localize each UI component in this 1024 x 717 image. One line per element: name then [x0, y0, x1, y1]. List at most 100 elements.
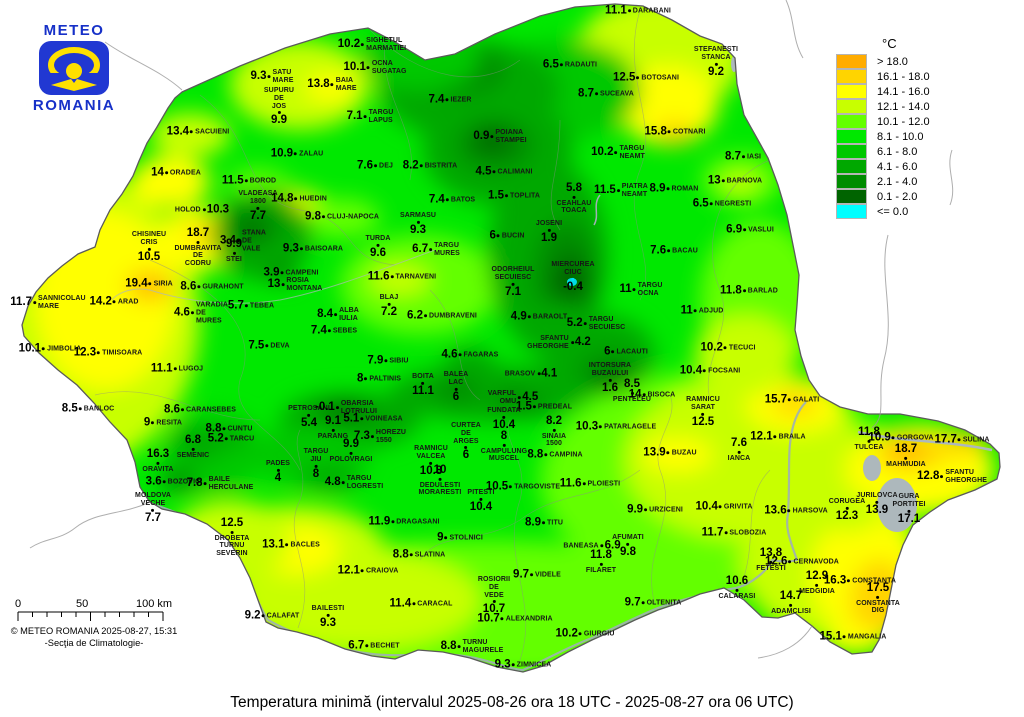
station-name: TARGU LAPUS — [368, 109, 394, 124]
station-value: 5.8 — [565, 181, 582, 194]
station-name: BANLOC — [83, 405, 115, 413]
station-name: SUCEAVA — [600, 90, 634, 98]
station-cluj-napoca: 9.8 CLUJ-NAPOCA — [305, 211, 379, 223]
station-name: SIBIU — [389, 357, 409, 365]
station-value: 12.5 — [220, 517, 244, 530]
station-semenic: 6.8 SEMENIC — [177, 434, 210, 459]
legend-label: 6.1 - 8.0 — [877, 145, 918, 158]
station-pitesti: PITESTI 10.4 — [467, 489, 494, 513]
station-name: TARCU — [229, 435, 255, 443]
station-name: BAISOARA — [304, 245, 344, 253]
station-name: VIDELE — [535, 571, 561, 579]
station-name: POIANA STAMPEI — [495, 129, 527, 144]
station-value: 11 — [619, 283, 632, 296]
station-value: 3.4 — [219, 234, 236, 247]
station-name: TARGU NEAMT — [619, 145, 645, 160]
station-value: 9.9 — [343, 437, 359, 450]
station-name: OBARSIA LOTRULUI — [340, 400, 378, 415]
station-dot — [366, 66, 370, 70]
station-value: 9.7 — [624, 596, 641, 609]
station-dot — [891, 436, 895, 440]
station-dot — [875, 500, 879, 504]
station-name: TARNAVENI — [395, 273, 437, 281]
station-huedin: 14.8 HUEDIN — [271, 193, 327, 205]
station-tarnaveni: 11.6 TARNAVENI — [368, 271, 436, 283]
station-name: ROMAN — [671, 185, 699, 193]
station-cuntu: 8.8 CUNTU — [206, 423, 253, 435]
station-dot — [743, 228, 747, 232]
station-penteleu: 8.5 PENTELEU — [613, 378, 651, 403]
water-features — [111, 56, 993, 672]
logo-text-meteo: METEO — [43, 22, 105, 39]
station-dot — [321, 215, 325, 219]
station-value: 9.8 — [620, 545, 636, 558]
station-banloc: 8.5 BANLOC — [62, 403, 115, 415]
station-voineasa: 5.1 VOINEASA — [343, 413, 402, 425]
station-value: 9.1 — [324, 414, 341, 427]
station-dot — [349, 451, 353, 455]
station-dot — [363, 115, 367, 119]
station-value: 8.6 — [163, 403, 180, 416]
station-value: 7.4 — [310, 324, 327, 337]
station-name: GIURGIU — [583, 630, 615, 638]
station-name: GRIVITA — [723, 503, 753, 511]
station-targu-neamt: 10.2 TARGU NEAMT — [591, 145, 645, 161]
station-name: MANGALIA — [847, 633, 887, 641]
station-name: SANNICOLAU MARE — [38, 295, 86, 310]
station-mangalia: 15.1 MANGALIA — [820, 631, 887, 643]
station-patarlagele: 10.3 PATARLAGELE — [576, 421, 656, 433]
station-dot — [559, 63, 563, 67]
station-name: SFANTU GHEORGHE — [527, 335, 569, 350]
station-value: 14 — [151, 166, 164, 179]
station-dot — [627, 9, 631, 13]
station-alba-iulia: 8.4 ALBA IULIA — [317, 307, 359, 323]
station-giurgiu: 10.2 GIURGIU — [555, 628, 614, 640]
station-name: CUNTU — [227, 425, 253, 433]
station-value: -0.4 — [563, 280, 583, 293]
station-name: DUMBRAVENI — [429, 312, 477, 320]
legend-entry: 2.1 - 4.0 — [836, 174, 930, 189]
station-value: 10.5 — [485, 480, 509, 493]
station-value: 7.6 — [730, 436, 747, 449]
legend-entry: <= 0.0 — [836, 204, 930, 219]
station-value: 10.9 — [868, 431, 891, 444]
subzero-spot — [567, 278, 577, 286]
station-name: SLATINA — [414, 551, 446, 559]
legend-swatch — [836, 204, 867, 219]
station-dot — [789, 603, 793, 607]
station-iasi: 8.7 IASI — [725, 151, 761, 163]
station-name: PATARLAGELE — [604, 423, 657, 431]
station-name: SIRIA — [153, 280, 173, 288]
station-value: 19.4 — [125, 277, 148, 290]
station-value: 8.7 — [578, 87, 595, 100]
legend-label: 16.1 - 18.0 — [877, 70, 930, 83]
legend-rows: > 18.0 16.1 - 18.0 14.1 - 16.0 12.1 - 14.0 1… — [836, 54, 930, 219]
station-miercurea-ciuc: MIERCUREA CIUC -0.4 — [551, 261, 594, 293]
station-value: 9.8 — [304, 210, 321, 223]
station-name: LACAUTI — [616, 348, 648, 356]
station-name: ROSIA MONTANA — [286, 277, 323, 292]
station-curtea-de-arges: CURTEA DE ARGES 6 — [451, 422, 481, 462]
station-value: 10.1 — [18, 342, 42, 355]
station-value: 10.2 — [591, 146, 614, 159]
station-dot — [374, 164, 378, 168]
station-dot — [582, 482, 586, 486]
station-value: 9 — [437, 531, 444, 544]
station-dot — [148, 282, 152, 286]
station-balea-lac: BALEA LAC 6 — [444, 371, 469, 403]
station-dej: 7.6 DEJ — [357, 160, 393, 172]
station-name: AFUMATI — [612, 533, 644, 541]
station-sinaia-1500: 8.2 SINAIA 1500 — [542, 415, 566, 448]
station-name: CARANSEBES — [185, 406, 237, 414]
station-tecuci: 10.2 TECUCI — [700, 342, 755, 354]
station-name: RESITA — [156, 419, 183, 427]
station-value: 9.3 — [282, 242, 299, 255]
logo-text-romania: ROMANIA — [32, 97, 116, 114]
legend-label: 14.1 - 16.0 — [877, 85, 930, 98]
station-oltenita: 9.7 OLTENITA — [625, 597, 682, 609]
station-name: LUGOJ — [178, 365, 204, 373]
station-tebea: 5.7 TEBEA — [228, 300, 274, 312]
station-bacau: 7.6 BACAU — [650, 245, 698, 257]
station-dot — [464, 446, 468, 450]
station-value: 11.5 — [594, 184, 616, 197]
